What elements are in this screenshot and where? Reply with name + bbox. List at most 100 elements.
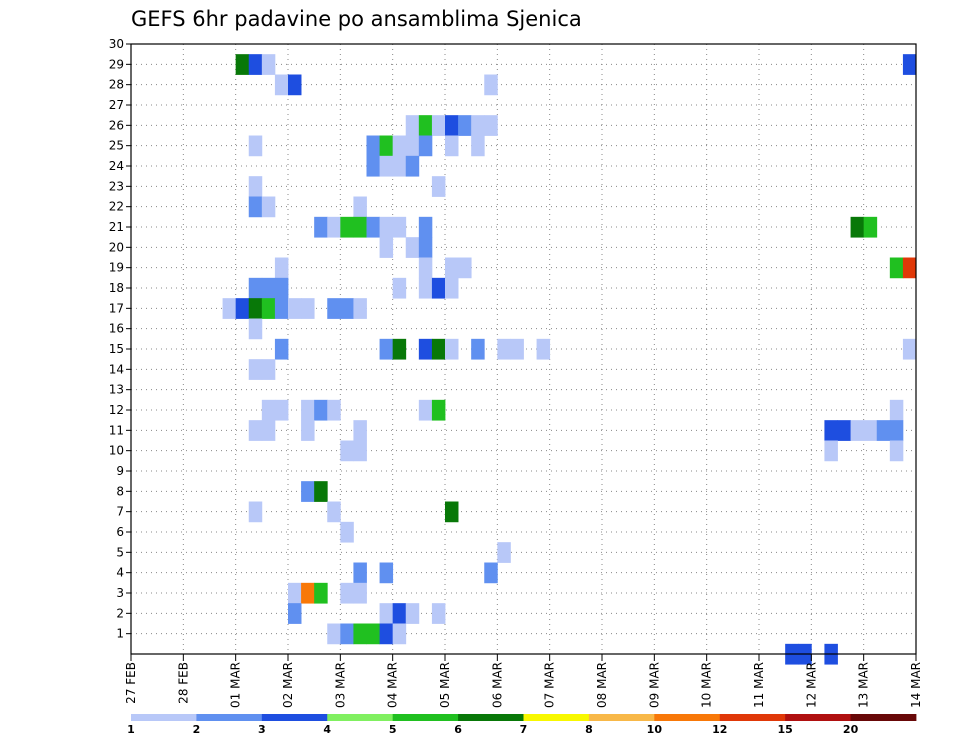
legend-swatch bbox=[523, 714, 590, 721]
heatmap-cell bbox=[863, 216, 878, 238]
y-tick-label: 23 bbox=[109, 179, 124, 193]
heatmap-cell bbox=[392, 338, 407, 360]
x-tick-label: 10 MAR bbox=[700, 662, 714, 708]
legend-swatch bbox=[392, 714, 459, 721]
heatmap-cell bbox=[366, 623, 380, 645]
legend-label: 4 bbox=[323, 723, 331, 736]
y-tick-label: 19 bbox=[109, 261, 124, 275]
heatmap-cell bbox=[274, 338, 289, 360]
heatmap-cell bbox=[340, 298, 354, 319]
heatmap-cell bbox=[314, 481, 328, 502]
y-tick-label: 1 bbox=[116, 627, 124, 641]
heatmap-cell bbox=[301, 582, 315, 604]
x-tick-label: 11 MAR bbox=[752, 662, 766, 708]
heatmap-cell bbox=[418, 115, 433, 136]
legend-label: 1 bbox=[127, 723, 135, 736]
x-tick-label: 02 MAR bbox=[281, 662, 295, 708]
y-tick-label: 12 bbox=[109, 403, 124, 417]
y-tick-label: 27 bbox=[109, 98, 124, 112]
heatmap-cell bbox=[458, 115, 472, 136]
heatmap-cell bbox=[392, 277, 407, 299]
heatmap-cell bbox=[418, 399, 433, 421]
heatmap-cell bbox=[274, 298, 289, 319]
heatmap-cell bbox=[261, 196, 276, 218]
heatmap-cell bbox=[366, 216, 380, 238]
heatmap-cell bbox=[340, 216, 354, 238]
heatmap-cell bbox=[353, 298, 367, 319]
heatmap-cell bbox=[431, 603, 446, 624]
heatmap-cell bbox=[301, 481, 315, 502]
heatmap-cell bbox=[248, 176, 263, 197]
heatmap-cell bbox=[889, 420, 904, 441]
heatmap-cell bbox=[392, 603, 407, 624]
legend-label: 8 bbox=[585, 723, 593, 736]
y-tick-label: 4 bbox=[116, 566, 124, 580]
x-tick-label: 01 MAR bbox=[229, 662, 243, 708]
chart-title: GEFS 6hr padavine po ansamblima Sjenica bbox=[131, 7, 582, 31]
heatmap-cell bbox=[431, 399, 446, 421]
heatmap-cell bbox=[889, 440, 904, 462]
heatmap-cell bbox=[379, 562, 394, 584]
heatmap-cell bbox=[288, 603, 302, 624]
heatmap-cell bbox=[484, 562, 498, 584]
x-tick-label: 14 MAR bbox=[909, 662, 923, 708]
y-tick-label: 28 bbox=[109, 78, 124, 92]
heatmap-cell bbox=[288, 298, 302, 319]
legend-swatch bbox=[850, 714, 917, 721]
y-tick-label: 11 bbox=[109, 423, 124, 437]
heatmap-cell bbox=[392, 155, 407, 177]
heatmap-cell bbox=[248, 501, 263, 523]
heatmap-cell bbox=[445, 115, 459, 136]
heatmap-cell bbox=[418, 237, 433, 258]
heatmap-cell bbox=[366, 135, 380, 157]
legend-swatch bbox=[131, 714, 197, 721]
heatmap-cell bbox=[405, 603, 420, 624]
y-tick-label: 15 bbox=[109, 342, 124, 356]
legend-label: 12 bbox=[712, 723, 727, 736]
heatmap-cell bbox=[248, 359, 263, 380]
heatmap-cell bbox=[445, 501, 459, 523]
y-tick-label: 18 bbox=[109, 281, 124, 295]
heatmap-cell bbox=[274, 257, 289, 279]
y-tick-label: 21 bbox=[109, 220, 124, 234]
heatmap-cell bbox=[379, 135, 394, 157]
legend-swatch bbox=[261, 714, 328, 721]
heatmap-cell bbox=[261, 277, 276, 299]
heatmap-cell bbox=[405, 155, 420, 177]
x-tick-label: 28 FEB bbox=[176, 662, 190, 704]
heatmap-cell bbox=[889, 257, 904, 279]
heatmap-cell bbox=[261, 399, 276, 421]
heatmap-cell bbox=[274, 74, 289, 96]
heatmap-cell bbox=[314, 216, 328, 238]
heatmap-cell bbox=[222, 298, 237, 319]
y-tick-label: 3 bbox=[116, 586, 124, 600]
x-tick-label: 12 MAR bbox=[804, 662, 818, 708]
legend-label: 7 bbox=[520, 723, 528, 736]
x-tick-label: 27 FEB bbox=[124, 662, 138, 704]
heatmap-cell bbox=[471, 115, 485, 136]
legend-label: 15 bbox=[778, 723, 793, 736]
y-tick-label: 17 bbox=[109, 301, 124, 315]
heatmap-cell bbox=[902, 257, 917, 279]
heatmap-cell bbox=[301, 420, 315, 441]
heatmap-cell bbox=[327, 623, 341, 645]
heatmap-cell bbox=[340, 521, 354, 543]
legend-label: 3 bbox=[258, 723, 266, 736]
y-tick-label: 5 bbox=[116, 545, 124, 559]
y-axis-ticks: 1234567891011121314151617181920212223242… bbox=[109, 37, 131, 641]
y-tick-label: 10 bbox=[109, 444, 124, 458]
heatmap-cell bbox=[405, 135, 420, 157]
y-tick-label: 22 bbox=[109, 200, 124, 214]
heatmap-cell bbox=[261, 420, 276, 441]
legend-swatch bbox=[588, 714, 655, 721]
heatmap-cell bbox=[379, 338, 394, 360]
color-legend: 1 2 3 4 5 6 7 8 10 12 15 20 bbox=[127, 714, 917, 736]
heatmap-cells bbox=[222, 54, 917, 665]
legend-swatch bbox=[785, 714, 851, 721]
y-tick-label: 8 bbox=[116, 484, 124, 498]
legend-swatch bbox=[719, 714, 786, 721]
heatmap-cell bbox=[392, 135, 407, 157]
heatmap-cell bbox=[510, 338, 524, 360]
heatmap-cell bbox=[340, 623, 354, 645]
